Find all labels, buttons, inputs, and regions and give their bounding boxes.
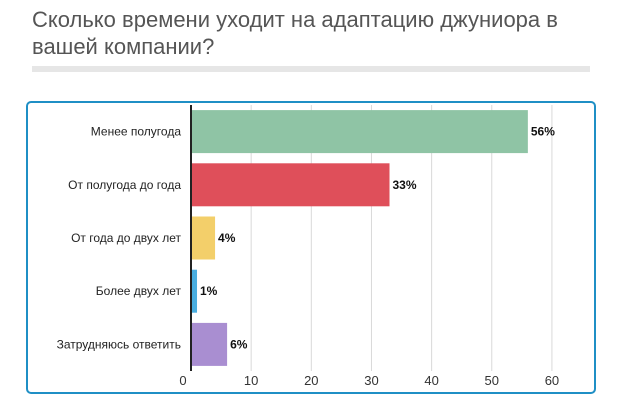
bar <box>192 163 390 207</box>
category-label: Менее полугода <box>91 125 182 139</box>
x-tick-label: 10 <box>244 373 258 388</box>
x-tick-label: 30 <box>364 373 378 388</box>
title-divider <box>32 66 590 72</box>
bar <box>192 322 228 366</box>
bar <box>192 216 216 260</box>
bars <box>192 110 528 366</box>
bar-chart: 0 10 20 30 40 50 60 Менее полугода 56% От полугод… <box>57 105 560 388</box>
value-label: 1% <box>200 284 218 298</box>
value-label: 4% <box>218 231 236 245</box>
value-label: 33% <box>393 178 417 192</box>
x-tick-label: 40 <box>424 373 438 388</box>
category-label: Более двух лет <box>96 284 182 298</box>
value-label: 56% <box>531 125 555 139</box>
x-tick-label: 50 <box>485 373 499 388</box>
bar <box>192 269 198 313</box>
question-title: Сколько времени уходит на адаптацию джун… <box>32 7 558 59</box>
value-label: 6% <box>230 337 248 351</box>
category-label: От года до двух лет <box>71 231 181 245</box>
x-tick-label: 20 <box>304 373 318 388</box>
chart-card: 0 10 20 30 40 50 60 Менее полугода 56% От полугод… <box>26 101 596 394</box>
bar <box>192 110 528 154</box>
category-label: От полугода до года <box>68 178 181 192</box>
x-tick-label: 0 <box>179 373 186 388</box>
labels: 0 10 20 30 40 50 60 Менее полугода 56% От полугод… <box>57 125 560 388</box>
category-label: Затрудняюсь ответить <box>57 337 181 351</box>
x-tick-label: 60 <box>545 373 559 388</box>
